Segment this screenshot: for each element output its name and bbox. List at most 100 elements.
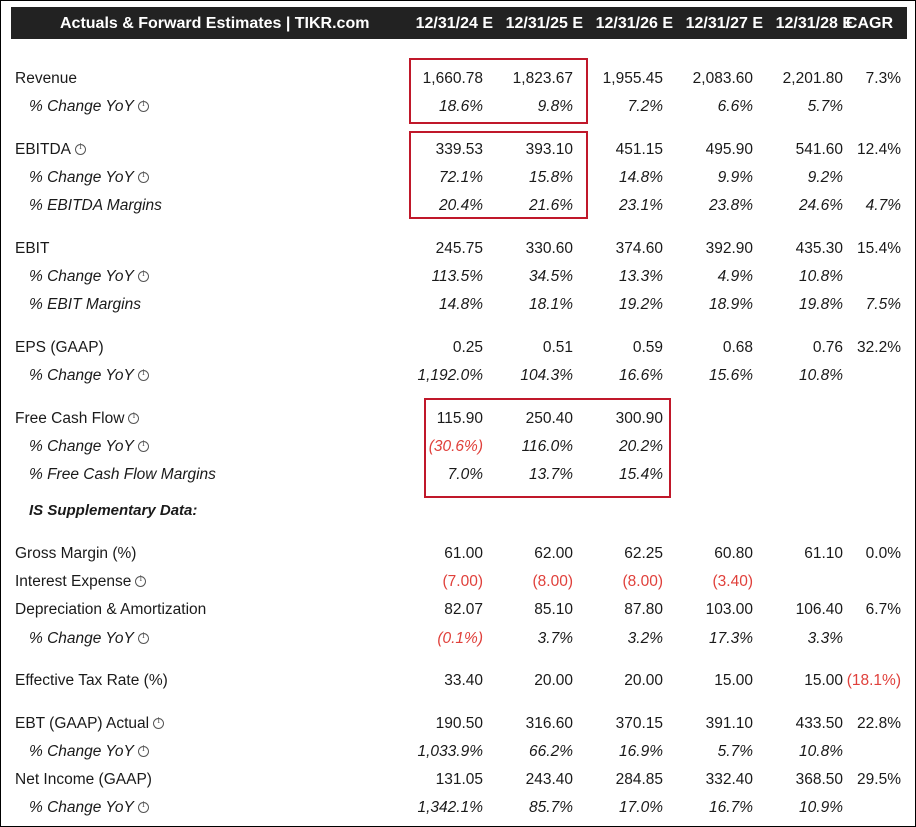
info-icon[interactable] <box>153 716 165 729</box>
value-cell: 5.7% <box>717 743 753 760</box>
value-cell: 15.00 <box>714 672 753 689</box>
highlight-box-revenue <box>409 58 588 124</box>
row-label: % Change YoY <box>29 630 149 648</box>
highlight-box-free-cash-flow <box>424 398 671 498</box>
value-cell: 20.00 <box>624 672 663 689</box>
row-label-text: % Change YoY <box>29 268 134 285</box>
value-cell: 61.00 <box>444 545 483 562</box>
row-label-text: Effective Tax Rate (%) <box>15 672 168 689</box>
row-label-text: % Change YoY <box>29 743 134 760</box>
row-label: IS Supplementary Data: <box>29 502 197 519</box>
table-row: EBITDA 339.53 393.10 451.15 495.90 541.60 12.4… <box>1 138 915 162</box>
value-cell: 72.1% <box>439 169 483 186</box>
table-row: % Change YoY 1,033.9% 66.2% 16.9% 5.7% 10.8% <box>1 740 915 764</box>
value-cell: 3.2% <box>627 630 663 647</box>
value-cell: (8.00) <box>532 573 574 590</box>
value-cell: 7.2% <box>627 98 663 115</box>
table-row: % Change YoY 1,342.1% 85.7% 17.0% 16.7% 10.9% <box>1 796 915 820</box>
value-cell: 23.8% <box>709 197 753 214</box>
value-cell: (7.00) <box>442 573 484 590</box>
info-icon[interactable] <box>137 269 149 282</box>
info-icon[interactable] <box>137 800 149 813</box>
info-icon[interactable] <box>137 439 149 452</box>
table-row: % Change YoY 113.5% 34.5% 13.3% 4.9% 10.8% <box>1 265 915 289</box>
value-cell: 300.90 <box>615 410 663 427</box>
value-cell: 5.7% <box>807 98 843 115</box>
info-icon[interactable] <box>137 744 149 757</box>
row-label-text: Interest Expense <box>15 573 132 590</box>
row-label: % Change YoY <box>29 169 149 187</box>
value-cell: 10.9% <box>799 799 843 816</box>
value-cell: 2,083.60 <box>692 70 753 87</box>
value-cell: 3.3% <box>807 630 843 647</box>
row-label-text: IS Supplementary Data: <box>29 502 198 519</box>
value-cell: 85.7% <box>529 799 573 816</box>
value-cell: 435.30 <box>795 240 843 257</box>
row-label: Interest Expense <box>15 573 147 591</box>
value-cell: 4.9% <box>717 268 753 285</box>
row-label-text: EBT (GAAP) Actual <box>15 715 150 732</box>
info-icon[interactable] <box>137 368 149 381</box>
value-cell: 0.59 <box>632 339 663 356</box>
value-cell: (30.6%) <box>428 438 483 455</box>
row-label: Net Income (GAAP) <box>15 771 152 789</box>
info-icon[interactable] <box>128 411 140 424</box>
cagr-cell: 32.2% <box>857 339 901 356</box>
value-cell: 7.0% <box>447 466 483 483</box>
value-cell: 16.7% <box>709 799 753 816</box>
table-row: Depreciation & Amortization 82.07 85.10 87.… <box>1 598 915 622</box>
value-cell: 131.05 <box>435 771 483 788</box>
value-cell: 15.4% <box>619 466 663 483</box>
table-row: EBIT 245.75 330.60 374.60 392.90 435.30 15.4% <box>1 237 915 261</box>
value-cell: 190.50 <box>435 715 483 732</box>
cagr-cell: 7.5% <box>865 296 901 313</box>
cagr-cell: 12.4% <box>857 141 901 158</box>
row-label: Gross Margin (%) <box>15 545 136 563</box>
table-header: Actuals & Forward Estimates | TIKR.com 1… <box>11 7 907 39</box>
table-row: % Change YoY (30.6%) 116.0% 20.2% <box>1 435 915 459</box>
row-label-text: % EBIT Margins <box>29 296 141 313</box>
cagr-cell: 7.3% <box>865 70 901 87</box>
value-cell: 3.7% <box>537 630 573 647</box>
info-icon[interactable] <box>137 631 149 644</box>
info-icon[interactable] <box>137 99 149 112</box>
value-cell: 62.25 <box>624 545 663 562</box>
info-icon[interactable] <box>135 574 147 587</box>
value-cell: 16.9% <box>619 743 663 760</box>
value-cell: 16.6% <box>619 367 663 384</box>
row-label-text: % Change YoY <box>29 169 134 186</box>
value-cell: 20.4% <box>439 197 483 214</box>
row-label-text: % Change YoY <box>29 367 134 384</box>
table-row: % Free Cash Flow Margins 7.0% 13.7% 15.4% <box>1 463 915 487</box>
row-label-text: % Change YoY <box>29 438 134 455</box>
value-cell: 1,033.9% <box>417 743 484 760</box>
value-cell: 23.1% <box>619 197 663 214</box>
row-label: % Change YoY <box>29 268 149 286</box>
cagr-cell: 15.4% <box>857 240 901 257</box>
value-cell: 15.00 <box>804 672 843 689</box>
value-cell: 14.8% <box>619 169 663 186</box>
info-icon[interactable] <box>137 170 149 183</box>
table-row: % Change YoY (0.1%) 3.7% 3.2% 17.3% 3.3% <box>1 627 915 651</box>
header-title: Actuals & Forward Estimates | TIKR.com <box>60 15 370 32</box>
value-cell: 1,192.0% <box>417 367 484 384</box>
table-row: EBT (GAAP) Actual 190.50 316.60 370.15 391.1… <box>1 712 915 736</box>
value-cell: 106.40 <box>795 601 843 618</box>
value-cell: 392.90 <box>705 240 753 257</box>
value-cell: (0.1%) <box>437 630 483 647</box>
row-label-text: Depreciation & Amortization <box>15 601 207 618</box>
table-row: % Change YoY 18.6% 9.8% 7.2% 6.6% 5.7% <box>1 95 915 119</box>
table-row: Interest Expense (7.00) (8.00) (8.00) (3.40) <box>1 570 915 594</box>
value-cell: 332.40 <box>705 771 753 788</box>
row-label-text: EBIT <box>15 240 50 257</box>
info-icon[interactable] <box>74 142 86 155</box>
header-col-2027: 12/31/27 E <box>685 15 763 32</box>
row-label-text: % Change YoY <box>29 630 134 647</box>
value-cell: 18.6% <box>439 98 483 115</box>
value-cell: 66.2% <box>529 743 573 760</box>
value-cell: 33.40 <box>444 672 483 689</box>
cagr-cell: 0.0% <box>865 545 901 562</box>
row-label-text: % Change YoY <box>29 98 134 115</box>
value-cell: 116.0% <box>521 438 573 455</box>
